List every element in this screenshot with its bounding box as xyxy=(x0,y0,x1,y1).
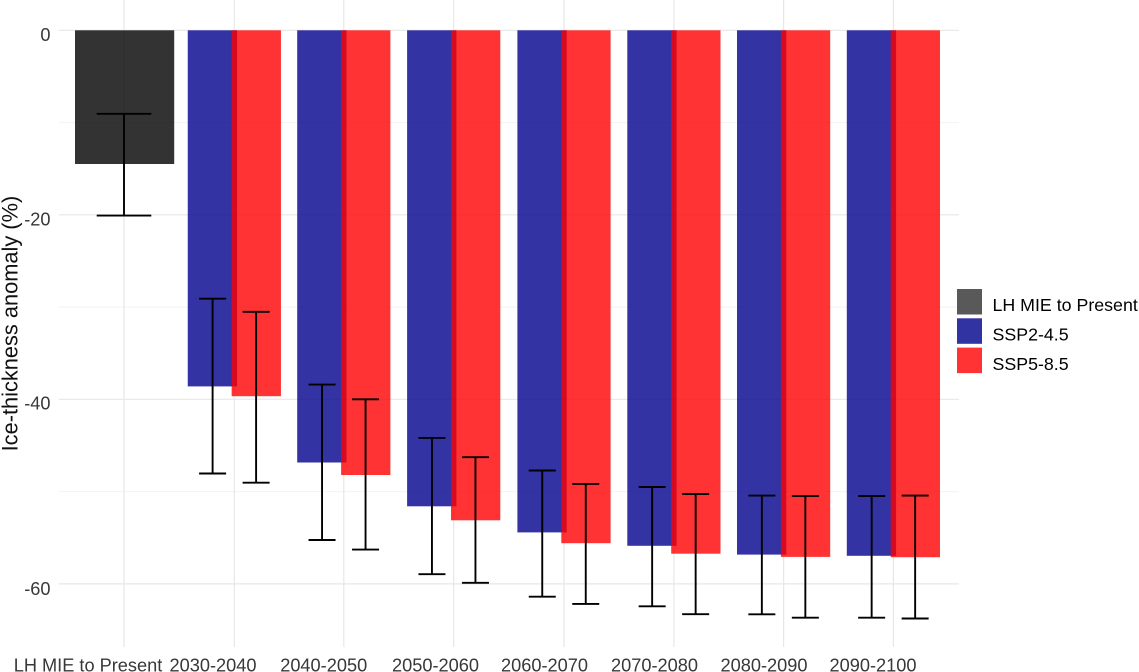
svg-text:-60: -60 xyxy=(24,579,50,599)
svg-text:2040-2050: 2040-2050 xyxy=(280,655,367,672)
svg-text:2090-2100: 2090-2100 xyxy=(830,655,917,672)
svg-text:SSP5-8.5: SSP5-8.5 xyxy=(993,354,1069,374)
svg-text:2070-2080: 2070-2080 xyxy=(611,655,698,672)
svg-text:0: 0 xyxy=(40,25,50,45)
svg-text:SSP2-4.5: SSP2-4.5 xyxy=(993,324,1069,344)
svg-text:Ice-thickness anomaly (%): Ice-thickness anomaly (%) xyxy=(0,196,22,452)
svg-text:2050-2060: 2050-2060 xyxy=(392,655,479,672)
svg-text:LH MIE to Present: LH MIE to Present xyxy=(993,295,1138,315)
svg-text:2060-2070: 2060-2070 xyxy=(501,655,588,672)
svg-text:-20: -20 xyxy=(24,209,50,229)
svg-text:2030-2040: 2030-2040 xyxy=(170,655,257,672)
svg-text:LH MIE to Present: LH MIE to Present xyxy=(14,655,163,672)
svg-text:-40: -40 xyxy=(24,394,50,414)
svg-text:2080-2090: 2080-2090 xyxy=(721,655,808,672)
